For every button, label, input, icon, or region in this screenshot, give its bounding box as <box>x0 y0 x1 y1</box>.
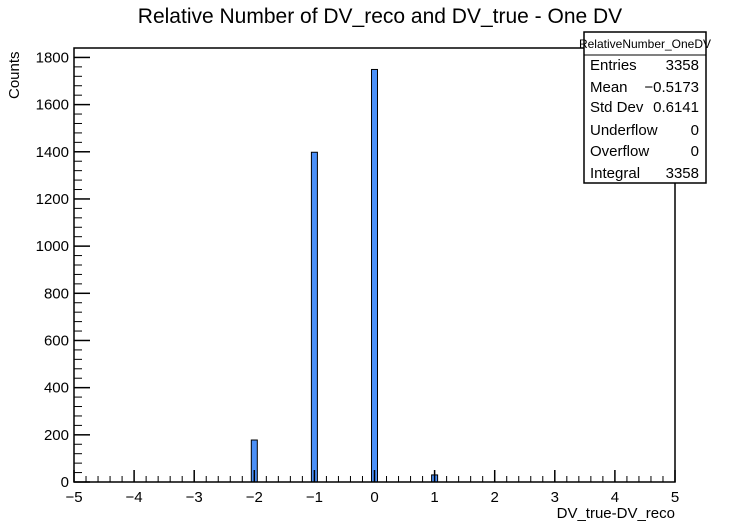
stats-box: RelativeNumber_OneDV Entries 3358 Mean −0.5… <box>579 31 711 184</box>
x-tick-label: 1 <box>430 489 438 506</box>
stats-box-frame <box>583 31 707 184</box>
y-tick-label: 0 <box>61 474 69 491</box>
y-axis-label: Counts <box>6 51 23 99</box>
x-tick-label: 5 <box>671 489 679 506</box>
x-axis-label: DV_true-DV_reco <box>557 505 675 522</box>
stat-label: Entries <box>590 57 637 74</box>
y-tick-label: 800 <box>44 285 69 302</box>
x-tick-label: 0 <box>370 489 378 506</box>
stat-value: 0.6141 <box>653 99 699 116</box>
y-tick-label: 400 <box>44 380 69 397</box>
x-tick-label: −2 <box>246 489 263 506</box>
y-tick-label: 1600 <box>36 97 69 114</box>
chart-title: Relative Number of DV_reco and DV_true -… <box>138 5 622 28</box>
y-tick-label: 1400 <box>36 144 69 161</box>
stat-label: Overflow <box>590 143 649 160</box>
stat-value: 0 <box>691 143 699 160</box>
y-axis-ticks: 0 200 400 600 800 1000 1200 1400 1600 1800 <box>36 49 90 491</box>
y-tick-label: 1800 <box>36 49 69 66</box>
stat-label: Underflow <box>590 122 658 139</box>
stat-value: −0.5173 <box>644 79 699 96</box>
y-tick-label: 1200 <box>36 191 69 208</box>
stats-box-title: RelativeNumber_OneDV <box>579 37 711 51</box>
x-tick-label: −4 <box>126 489 143 506</box>
stat-value: 3358 <box>666 165 699 182</box>
x-axis-ticks: −5 −4 −3 −2 −1 0 1 2 3 4 5 <box>65 470 679 506</box>
stat-label: Mean <box>590 79 628 96</box>
y-tick-label: 600 <box>44 332 69 349</box>
y-tick-label: 200 <box>44 427 69 444</box>
histogram-bar <box>310 151 318 483</box>
stat-value: 0 <box>691 122 699 139</box>
x-tick-label: −1 <box>306 489 323 506</box>
stat-value: 3358 <box>666 57 699 74</box>
plot-frame <box>73 47 676 483</box>
x-tick-label: −3 <box>186 489 203 506</box>
histogram-bar <box>370 68 379 483</box>
stat-label: Integral <box>590 165 640 182</box>
stat-label: Std Dev <box>590 99 644 116</box>
bars-group <box>250 68 439 483</box>
x-tick-label: 2 <box>491 489 499 506</box>
y-tick-label: 1000 <box>36 238 69 255</box>
x-tick-label: −5 <box>65 489 82 506</box>
x-tick-label: 4 <box>611 489 619 506</box>
x-tick-label: 3 <box>551 489 559 506</box>
